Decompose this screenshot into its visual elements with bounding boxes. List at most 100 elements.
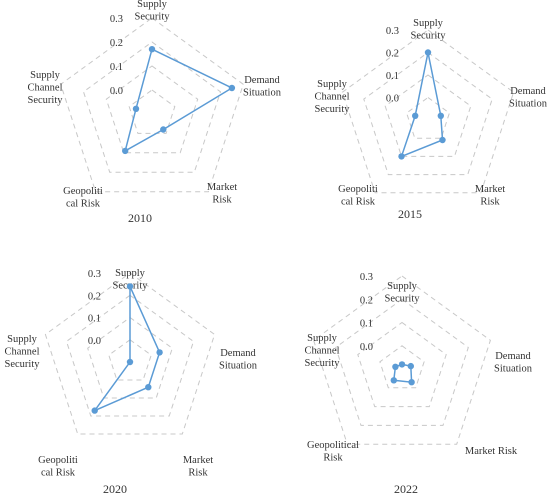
axis-label: Geopoliti cal Risk bbox=[338, 184, 378, 208]
grid-ring bbox=[60, 17, 244, 193]
axis-label-line: Geopoliti bbox=[63, 186, 103, 197]
data-point bbox=[91, 407, 98, 414]
axis-label-line: Supply bbox=[413, 18, 444, 29]
chart-title: 2015 bbox=[398, 207, 422, 221]
axis-label-line: Market bbox=[207, 182, 237, 193]
data-point bbox=[424, 49, 432, 56]
axis-label-line: Security bbox=[411, 31, 447, 42]
axis-label: Geopoliti cal Risk bbox=[63, 186, 103, 210]
axis-label-line: Geopoliti bbox=[38, 455, 78, 466]
data-point bbox=[408, 379, 415, 386]
axis-label: Supply Security bbox=[135, 0, 171, 23]
axis-label-line: Demand bbox=[220, 348, 256, 359]
axis-label-line: Security bbox=[5, 359, 41, 370]
axis-label: Market Risk bbox=[183, 455, 213, 479]
tick-label: 0.2 bbox=[88, 291, 101, 302]
axis-label-line: Geopoliti bbox=[338, 184, 378, 195]
tick-label: 0.0 bbox=[110, 86, 123, 97]
data-point bbox=[437, 112, 444, 120]
grid-ring bbox=[313, 275, 491, 445]
data-point bbox=[145, 384, 152, 391]
grid-ring bbox=[406, 96, 450, 139]
axis-label-line: cal Risk bbox=[66, 199, 101, 210]
axis-label-line: Situation bbox=[243, 88, 282, 99]
data-point bbox=[439, 136, 446, 144]
data-point bbox=[132, 105, 140, 113]
data-point bbox=[148, 46, 156, 53]
axis-label-line: Risk bbox=[212, 195, 232, 206]
tick-label: 0.3 bbox=[88, 269, 101, 280]
tick-label: 0.3 bbox=[386, 26, 399, 37]
grid-ring bbox=[379, 345, 425, 389]
grid-ring bbox=[357, 321, 447, 408]
tick-label: 0.2 bbox=[386, 49, 399, 60]
series-line bbox=[92, 286, 161, 413]
grid-ring bbox=[44, 272, 216, 435]
data-point bbox=[392, 363, 399, 370]
axis-label: Supply Channel Security bbox=[5, 334, 41, 370]
axis-label: Market Risk bbox=[475, 184, 505, 208]
chart-title: 2020 bbox=[103, 482, 127, 495]
axis-label: Demand Situation bbox=[219, 348, 258, 372]
axis-label: Market Risk bbox=[207, 182, 237, 206]
grid-ring bbox=[341, 29, 515, 194]
axis-label-line: Demand bbox=[244, 75, 280, 86]
axis-label: Supply Channel Security bbox=[28, 70, 64, 106]
axis-label-line: Demand bbox=[495, 351, 531, 362]
axis-label: Geopolitical Risk bbox=[307, 440, 359, 464]
axis-label-line: Security bbox=[28, 95, 64, 106]
axis-label: Supply Security bbox=[385, 281, 421, 305]
axis-label-line: cal Risk bbox=[41, 468, 76, 479]
grid-ring bbox=[384, 74, 472, 157]
radar-chart-2022: 0.0 0.1 0.2 0.3 Supply Security Demand Situatio… bbox=[305, 272, 533, 495]
axis-label-line: Risk bbox=[480, 197, 500, 208]
radar-chart-2010: 0.0 0.1 0.2 0.3 Supply Security Demand Situatio… bbox=[28, 0, 282, 225]
axis-label: Supply Channel Security bbox=[305, 333, 341, 369]
tick-label: 0.1 bbox=[386, 71, 399, 82]
grid-ring bbox=[105, 65, 199, 154]
axis-label-line: Situation bbox=[219, 361, 258, 372]
data-point bbox=[126, 358, 134, 366]
axis-label-line: Market bbox=[183, 455, 213, 466]
axis-label-line: Security bbox=[305, 358, 341, 369]
data-point bbox=[156, 349, 163, 356]
grid-ring bbox=[65, 294, 195, 417]
grid-ring bbox=[82, 41, 222, 173]
axis-label-line: Situation bbox=[494, 364, 533, 375]
axis-label-line: Geopolitical bbox=[307, 440, 359, 451]
axis-label: Demand Situation bbox=[243, 75, 282, 99]
tick-label: 0.3 bbox=[110, 14, 123, 25]
axis-label-line: Risk bbox=[188, 468, 208, 479]
axis-label-line: Supply bbox=[317, 79, 348, 90]
axis-label-line: cal Risk bbox=[341, 197, 376, 208]
data-point bbox=[126, 283, 134, 290]
grid-ring bbox=[363, 51, 493, 176]
axis-label: Supply Security bbox=[411, 18, 447, 42]
axis-label-line: Channel bbox=[5, 347, 40, 358]
data-point bbox=[122, 147, 129, 155]
axis-label-line: Risk bbox=[323, 453, 343, 464]
tick-label: 0.3 bbox=[360, 272, 373, 283]
data-point bbox=[390, 377, 397, 384]
axis-label-line: Security bbox=[135, 12, 171, 23]
axis-label: Demand Situation bbox=[494, 351, 533, 375]
tick-label: 0.2 bbox=[360, 295, 373, 306]
tick-label: 0.1 bbox=[88, 314, 101, 325]
data-point bbox=[228, 84, 236, 92]
tick-label: 0.0 bbox=[386, 94, 399, 105]
axis-label-line: Channel bbox=[305, 346, 340, 357]
axis-label-line: Supply bbox=[7, 334, 38, 345]
axis-label: Demand Situation bbox=[509, 86, 548, 110]
axis-label-line: Channel bbox=[315, 92, 350, 103]
data-point bbox=[407, 362, 414, 370]
axis-label-line: Channel bbox=[28, 83, 63, 94]
axis-label-line: Security bbox=[385, 294, 421, 305]
series-line bbox=[400, 52, 444, 158]
axis-label-line: Supply bbox=[115, 268, 146, 279]
data-point bbox=[412, 112, 419, 120]
axis-label-line: Security bbox=[315, 104, 351, 115]
axis-label: Geopoliti cal Risk bbox=[38, 455, 78, 479]
axis-label-line: Supply bbox=[307, 333, 338, 344]
data-point bbox=[160, 126, 167, 133]
